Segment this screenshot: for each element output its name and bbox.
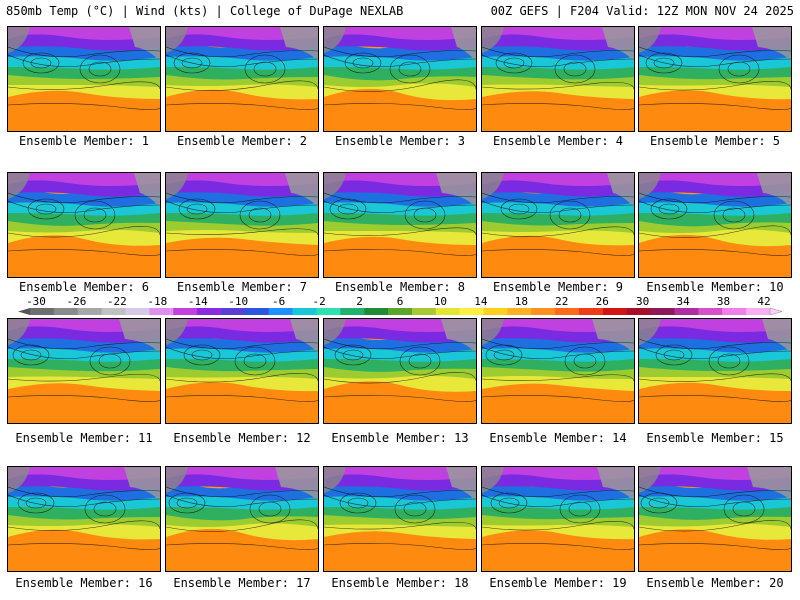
ensemble-panel: [7, 26, 161, 132]
member-label: Ensemble Member: 7: [176, 280, 308, 294]
colorbar-swatch: [244, 308, 270, 315]
colorbar-swatch: [579, 308, 604, 315]
ensemble-panel: [323, 318, 477, 424]
member-label: Ensemble Member: 2: [176, 134, 308, 148]
ensemble-panel: [165, 318, 319, 424]
ensemble-panel: [481, 26, 635, 132]
colorbar-tick-label: -22: [107, 296, 127, 308]
ensemble-panel: [323, 172, 477, 278]
ensemble-panel: [323, 466, 477, 572]
ensemble-panel: [481, 466, 635, 572]
member-label: Ensemble Member: 13: [331, 431, 469, 445]
member-label: Ensemble Member: 20: [646, 576, 784, 590]
member-label: Ensemble Member: 11: [15, 431, 153, 445]
colorbar-max-arrow: [769, 307, 783, 316]
colorbar-swatch: [698, 308, 723, 315]
colorbar-tick-label: 38: [717, 296, 730, 308]
member-label: Ensemble Member: 12: [173, 431, 311, 445]
ensemble-panel: [638, 318, 792, 424]
colorbar-swatch: [746, 308, 771, 315]
ensemble-panel: [638, 172, 792, 278]
colorbar-tick-label: 10: [434, 296, 447, 308]
colorbar-swatch: [340, 308, 365, 315]
ensemble-panel: [481, 318, 635, 424]
colorbar-tick-label: 30: [636, 296, 649, 308]
colorbar-swatch: [483, 308, 508, 315]
ensemble-panel: [7, 466, 161, 572]
member-label: Ensemble Member: 1: [18, 134, 150, 148]
colorbar-swatch: [30, 308, 55, 315]
colorbar-swatch: [674, 308, 699, 315]
colorbar-swatch: [173, 308, 198, 315]
valid-time: 00Z GEFS | F204 Valid: 12Z MON NOV 24 20…: [490, 4, 794, 18]
colorbar-swatch: [316, 308, 341, 315]
colorbar-swatch: [101, 308, 126, 315]
colorbar-swatch: [435, 308, 461, 315]
colorbar-swatch: [77, 308, 103, 315]
ensemble-panel: [638, 26, 792, 132]
colorbar-min-arrow: [18, 308, 30, 315]
ensemble-panel: [481, 172, 635, 278]
colorbar-tick-label: -10: [228, 296, 248, 308]
member-label: Ensemble Member: 15: [646, 431, 784, 445]
colorbar-swatch: [125, 308, 150, 315]
colorbar-swatch: [411, 308, 437, 315]
colorbar-tick-label: -30: [26, 296, 46, 308]
ensemble-panel: [638, 466, 792, 572]
colorbar-tick-label: -18: [147, 296, 167, 308]
colorbar-tick-label: 26: [596, 296, 609, 308]
colorbar-scale: -30 -26 -22 -18 -14 -10 -6 -2 2 6 10 14 18 22 26 30 34 38…: [18, 295, 783, 316]
ensemble-panel: [323, 26, 477, 132]
colorbar-swatch: [507, 308, 532, 315]
colorbar-swatch: [626, 308, 652, 315]
colorbar-tick-label: 42: [757, 296, 770, 308]
map-title: 850mb Temp (°C) | Wind (kts) | College o…: [6, 4, 404, 18]
member-label: Ensemble Member: 4: [492, 134, 624, 148]
member-label: Ensemble Member: 3: [334, 134, 466, 148]
colorbar-tick-label: 6: [397, 296, 404, 308]
member-label: Ensemble Member: 17: [173, 576, 311, 590]
colorbar-tick-label: -26: [67, 296, 87, 308]
colorbar-tick-label: 2: [356, 296, 363, 308]
member-label: Ensemble Member: 19: [489, 576, 627, 590]
colorbar-swatch: [722, 308, 747, 315]
ensemble-panel: [7, 172, 161, 278]
colorbar-swatch: [531, 308, 556, 315]
ensemble-panel: [165, 466, 319, 572]
colorbar-tick-label: -14: [188, 296, 208, 308]
colorbar-swatch: [53, 308, 79, 315]
colorbar-tick-label: 18: [515, 296, 528, 308]
colorbar-swatch: [388, 308, 413, 315]
colorbar-tick-label: -2: [312, 296, 325, 308]
colorbar-swatch: [555, 308, 580, 315]
colorbar-swatch: [459, 308, 485, 315]
ensemble-panel: [165, 172, 319, 278]
colorbar-swatch: [650, 308, 676, 315]
member-label: Ensemble Member: 6: [18, 280, 150, 294]
member-label: Ensemble Member: 5: [649, 134, 781, 148]
colorbar-tick-label: 34: [676, 296, 690, 308]
header: 850mb Temp (°C) | Wind (kts) | College o…: [0, 0, 800, 22]
colorbar-tick-label: 14: [474, 296, 488, 308]
member-label: Ensemble Member: 9: [492, 280, 624, 294]
colorbar: -30 -26 -22 -18 -14 -10 -6 -2 2 6 10 14 18 22 26 30 34 38…: [0, 295, 800, 318]
ensemble-panel: [165, 26, 319, 132]
colorbar-swatch: [149, 308, 174, 315]
colorbar-tick-label: -6: [272, 296, 285, 308]
colorbar-swatch: [292, 308, 317, 315]
colorbar-swatch: [602, 308, 628, 315]
ensemble-panel: [7, 318, 161, 424]
member-label: Ensemble Member: 14: [489, 431, 627, 445]
colorbar-swatch: [197, 308, 222, 315]
colorbar-swatch: [220, 308, 246, 315]
member-label: Ensemble Member: 18: [331, 576, 469, 590]
colorbar-tick-label: 22: [555, 296, 568, 308]
member-label: Ensemble Member: 8: [334, 280, 466, 294]
colorbar-swatch: [268, 308, 294, 315]
member-label: Ensemble Member: 16: [15, 576, 153, 590]
colorbar-swatch: [364, 308, 389, 315]
member-label: Ensemble Member: 10: [646, 280, 784, 294]
